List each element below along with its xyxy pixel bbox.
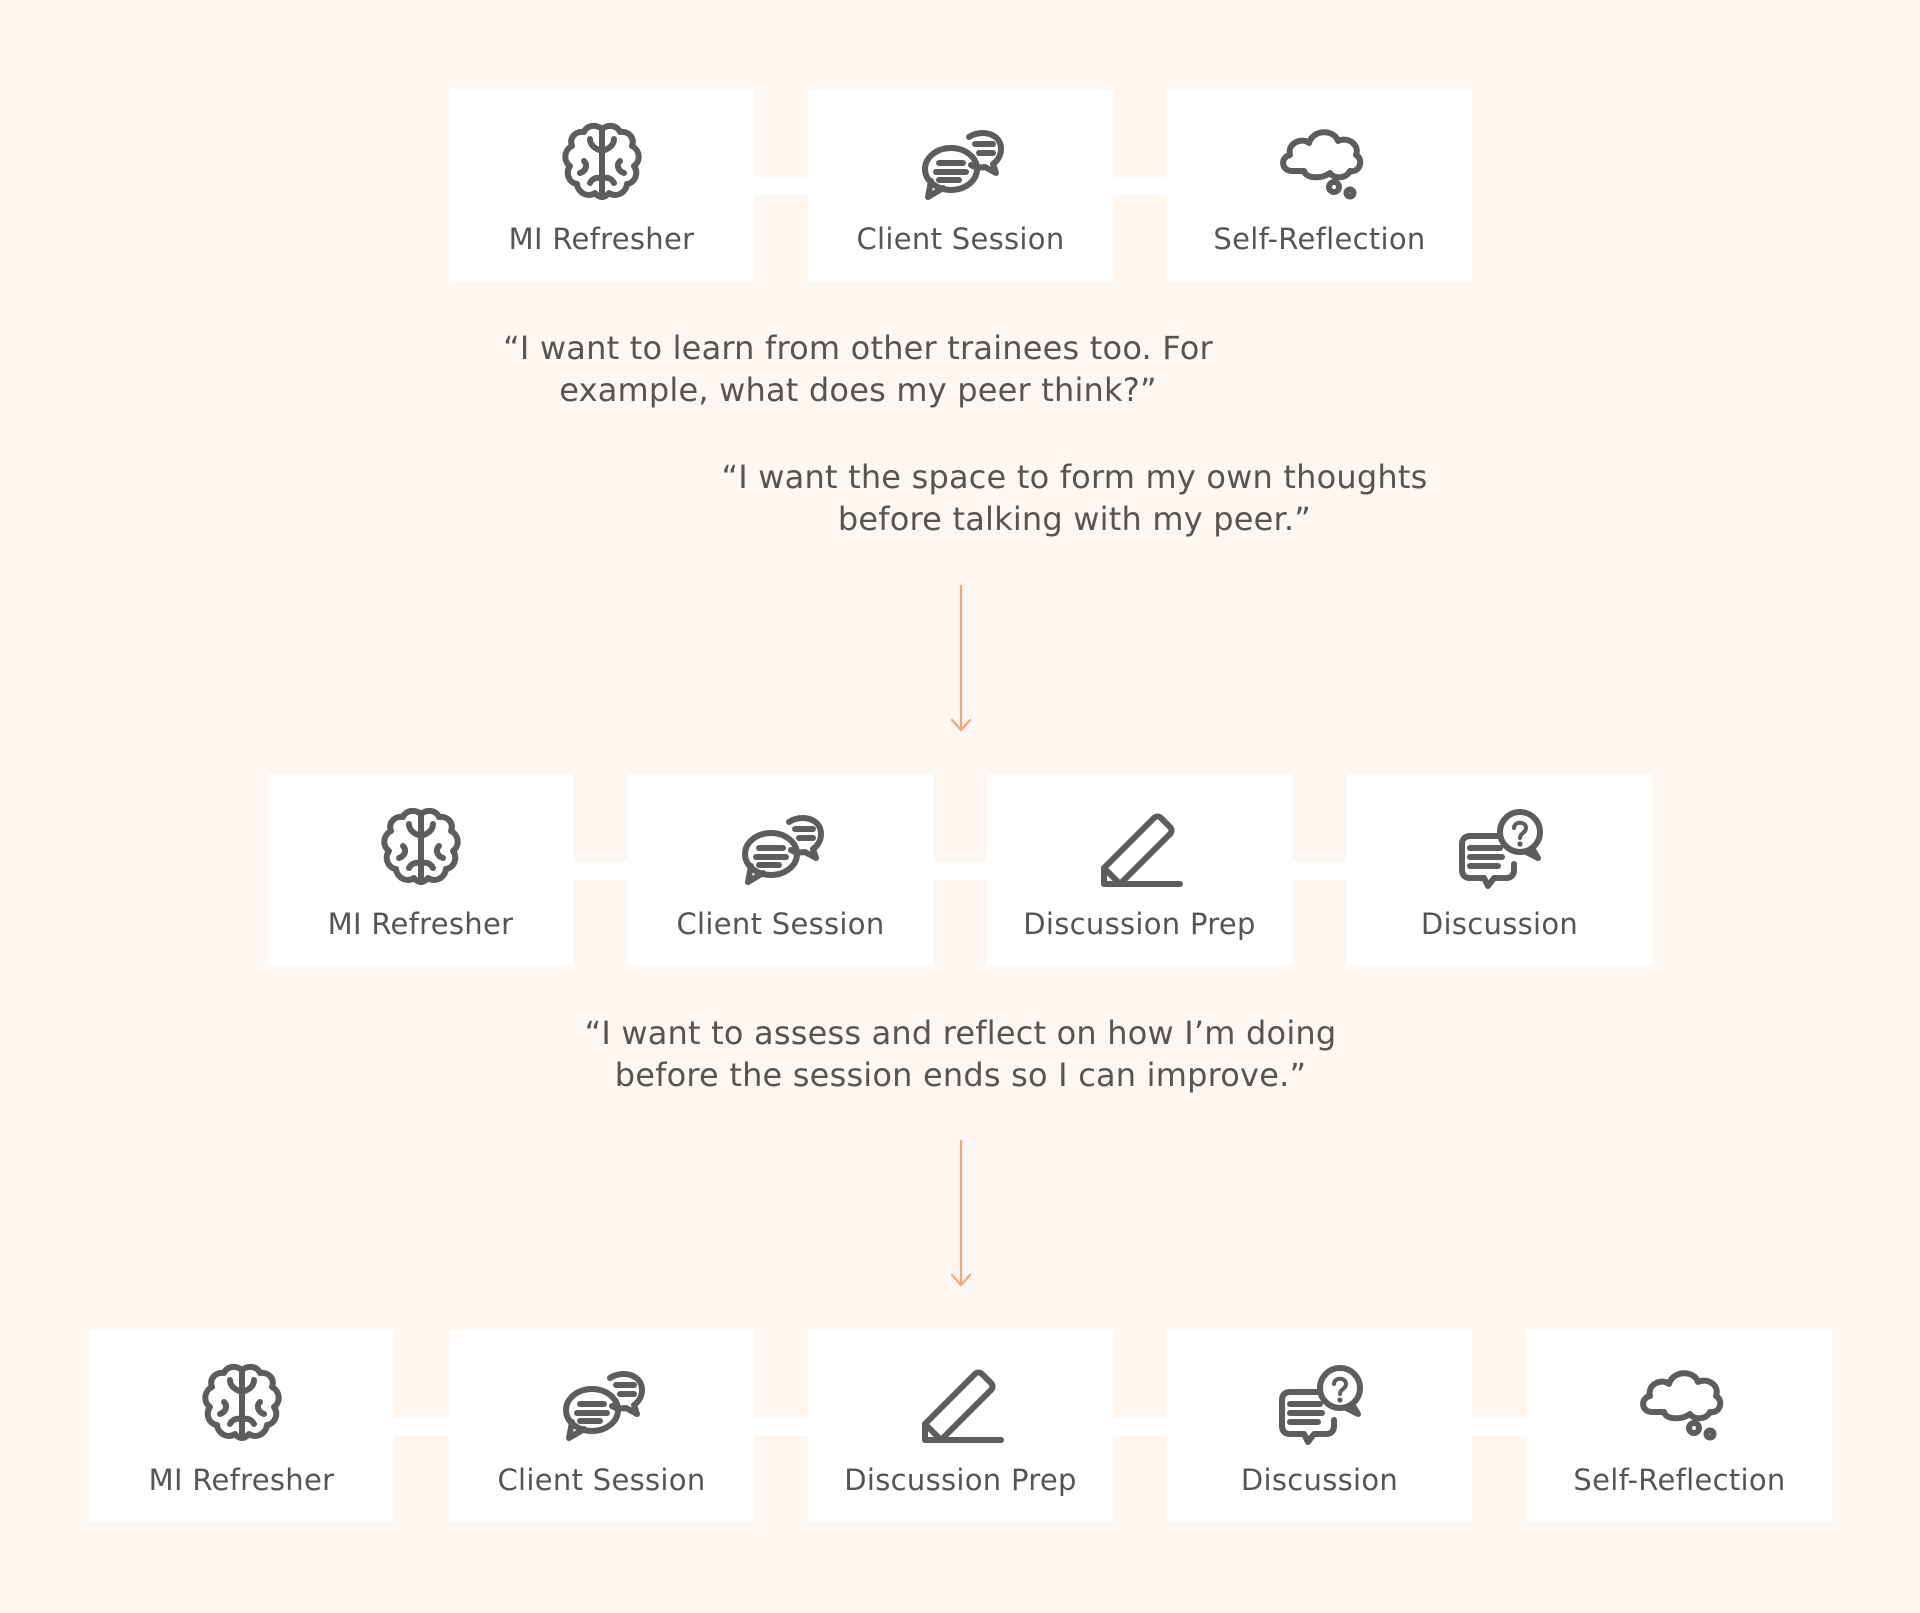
step-label: Discussion Prep	[844, 1463, 1077, 1497]
thought-cloud-icon	[1278, 121, 1363, 205]
step-label: Discussion	[1420, 907, 1579, 941]
step-label: MI Refresher	[508, 222, 695, 256]
pencil-icon	[919, 1362, 1004, 1446]
quote-line: “I want to learn from other trainees too…	[503, 329, 1213, 367]
step-card-client-session: Client Session	[449, 1330, 754, 1522]
quote-line: before talking with my peer.”	[837, 500, 1312, 538]
step-card-mi-refresher: MI Refresher	[89, 1330, 394, 1522]
step-card-mi-refresher: MI Refresher	[268, 774, 573, 966]
down-arrow-icon	[951, 585, 971, 733]
step-card-discussion-prep: Discussion Prep	[987, 774, 1292, 966]
quote-peer-learning: “I want to learn from other trainees too…	[493, 327, 1223, 411]
workflow-row-2: MI Refresher Client Session Discussion P…	[0, 774, 1920, 966]
step-card-discussion: Discussion	[1347, 774, 1652, 966]
step-label: Self-Reflection	[1213, 222, 1426, 256]
step-label: Discussion Prep	[1023, 907, 1256, 941]
question-chat-icon	[1278, 1362, 1363, 1446]
question-chat-icon	[1458, 806, 1543, 890]
step-card-mi-refresher: MI Refresher	[449, 89, 754, 281]
pencil-icon	[1098, 806, 1183, 890]
quote-assess-reflect: “I want to assess and reflect on how I’m…	[568, 1012, 1353, 1096]
step-card-self-reflection: Self-Reflection	[1527, 1330, 1832, 1522]
step-label: Client Session	[676, 907, 885, 941]
quote-line: “I want the space to form my own thought…	[721, 458, 1428, 496]
chat-bubbles-icon	[560, 1362, 645, 1446]
brain-icon	[200, 1362, 284, 1446]
quote-own-thoughts: “I want the space to form my own thought…	[712, 456, 1437, 540]
step-label: Discussion	[1240, 1463, 1399, 1497]
brain-icon	[379, 806, 463, 890]
step-label: Self-Reflection	[1573, 1463, 1786, 1497]
step-card-discussion: Discussion	[1167, 1330, 1472, 1522]
step-label: Client Session	[497, 1463, 706, 1497]
chat-bubbles-icon	[739, 806, 824, 890]
step-card-client-session: Client Session	[808, 89, 1113, 281]
step-card-self-reflection: Self-Reflection	[1167, 89, 1472, 281]
workflow-row-1: MI Refresher Client Session Self-Reflect…	[0, 89, 1920, 281]
step-label: Client Session	[856, 222, 1065, 256]
thought-cloud-icon	[1638, 1362, 1723, 1446]
step-card-client-session: Client Session	[628, 774, 933, 966]
step-card-discussion-prep: Discussion Prep	[808, 1330, 1113, 1522]
brain-icon	[560, 121, 644, 205]
workflow-row-3: MI Refresher Client Session Discussion P…	[0, 1330, 1920, 1522]
step-label: MI Refresher	[327, 907, 514, 941]
down-arrow-icon	[951, 1140, 971, 1288]
step-label: MI Refresher	[148, 1463, 335, 1497]
quote-line: example, what does my peer think?”	[559, 371, 1157, 409]
quote-line: “I want to assess and reflect on how I’m…	[584, 1014, 1337, 1052]
chat-bubbles-icon	[919, 121, 1004, 205]
quote-line: before the session ends so I can improve…	[614, 1056, 1307, 1094]
